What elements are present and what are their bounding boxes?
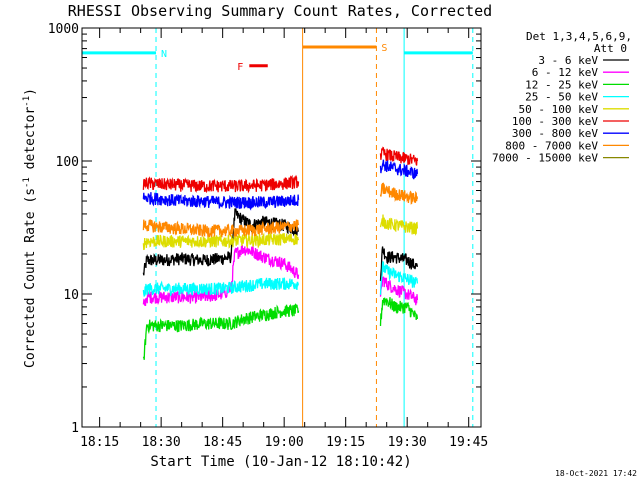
legend-label: 800 - 7000 keV xyxy=(505,139,598,152)
series-line xyxy=(379,182,419,205)
flags-layer: N F S xyxy=(82,28,474,427)
series-line xyxy=(142,277,300,298)
x-tick-label: 19:15 xyxy=(326,435,365,450)
x-axis-label: Start Time (10-Jan-12 18:10:42) xyxy=(150,454,411,470)
series-line xyxy=(379,276,419,306)
x-tick-label: 19:30 xyxy=(388,435,427,450)
y-axis-label-mid: detector xyxy=(23,107,38,178)
series-line xyxy=(142,303,300,360)
y-axis-label-end: ) xyxy=(23,88,38,96)
axis-layer: 1 10 100 1000 18:15 18:30 18:45 19:00 19:15 19:30… xyxy=(48,22,489,450)
x-tick-label: 18:30 xyxy=(142,435,181,450)
series-line xyxy=(142,219,300,238)
series-line xyxy=(142,174,300,194)
series-layer xyxy=(142,146,419,360)
legend-label: 3 - 6 keV xyxy=(538,54,598,67)
y-tick-label: 1000 xyxy=(48,22,79,37)
legend-header-line1: Det 1,3,4,5,6,9, xyxy=(526,30,632,43)
x-tick-label: 18:45 xyxy=(203,435,242,450)
y-axis-label-sup1: -1 xyxy=(22,177,32,188)
x-tick-label: 19:45 xyxy=(449,435,488,450)
legend-label: 7000 - 15000 keV xyxy=(492,152,598,165)
y-tick-label: 10 xyxy=(63,288,79,303)
series-line xyxy=(379,214,419,236)
y-axis-label: Corrected Count Rate (s-1 detector-1) xyxy=(22,88,38,368)
legend-label: 300 - 800 keV xyxy=(512,127,598,140)
series-line xyxy=(379,261,419,295)
flag-label-N: N xyxy=(161,49,167,60)
series-line xyxy=(379,297,419,327)
legend-label: 100 - 300 keV xyxy=(512,115,598,128)
legend-header-line2: Att 0 xyxy=(594,42,627,55)
flag-label-S: S xyxy=(381,43,387,54)
chart-title: RHESSI Observing Summary Count Rates, Co… xyxy=(68,2,492,20)
legend-label: 25 - 50 keV xyxy=(525,91,598,104)
series-line xyxy=(142,244,300,307)
series-line xyxy=(379,246,419,282)
series-line xyxy=(142,192,300,211)
legend-label: 12 - 25 keV xyxy=(525,78,598,91)
legend-label: 6 - 12 keV xyxy=(532,66,599,79)
y-tick-label: 100 xyxy=(56,155,79,170)
series-line xyxy=(142,232,300,251)
flag-label-F: F xyxy=(237,62,243,73)
series-line xyxy=(142,208,300,276)
legend-label: 50 - 100 keV xyxy=(519,103,599,116)
series-line xyxy=(379,146,419,166)
x-tick-label: 19:00 xyxy=(265,435,304,450)
y-axis-label-sup2: -1 xyxy=(22,96,32,107)
y-tick-label: 1 xyxy=(71,421,79,436)
plot-frame xyxy=(81,27,482,428)
y-axis-label-main: Corrected Count Rate (s xyxy=(23,188,38,368)
x-tick-label: 18:15 xyxy=(80,435,119,450)
series-line xyxy=(379,159,419,180)
timestamp: 18-Oct-2021 17:42 xyxy=(555,469,637,478)
